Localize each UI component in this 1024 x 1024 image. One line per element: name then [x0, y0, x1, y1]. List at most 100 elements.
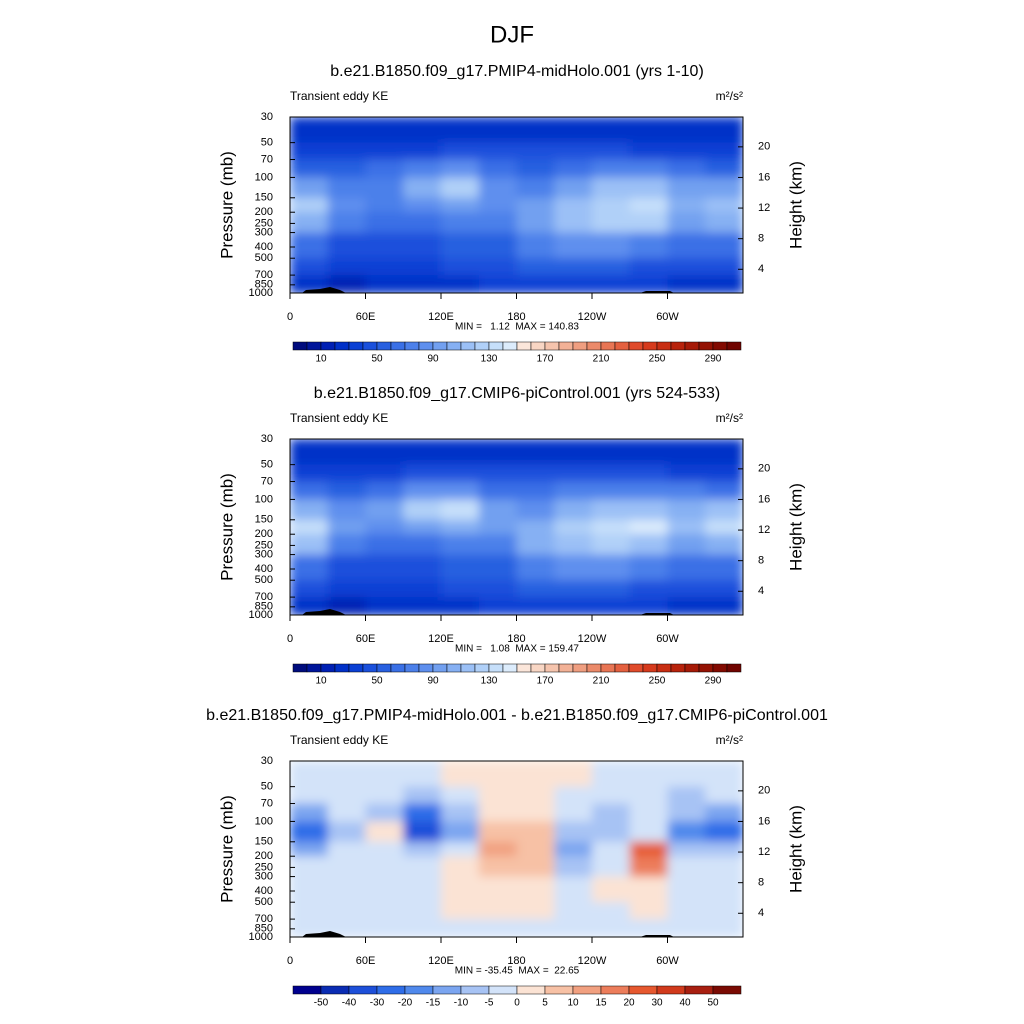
x-tick-label: 0: [287, 311, 293, 323]
contour-cell: [365, 919, 404, 937]
y-axis-label: Pressure (mb): [217, 795, 236, 903]
colorbar-box: [460, 341, 476, 351]
contour-cell: [705, 519, 743, 535]
colorbar-box: [544, 341, 560, 351]
min-max-annotation: MIN = 1.08 MAX = 159.47: [455, 644, 579, 655]
contour-cell: [667, 258, 706, 276]
contour-cell: [667, 554, 706, 581]
colorbar-box: [670, 663, 686, 673]
contour-cell: [629, 856, 668, 878]
contour-cell: [629, 117, 668, 144]
contour-cell: [705, 159, 743, 178]
contour-cell: [516, 803, 555, 822]
colorbar-box: [726, 663, 742, 673]
contour-cell: [516, 761, 555, 788]
contour-cell: [554, 117, 593, 144]
contour-cell: [365, 212, 404, 234]
y-tick-label: 200: [255, 528, 273, 540]
y-tick-label: 30: [261, 433, 273, 445]
contour-cell: [365, 876, 404, 903]
contour-cell: [592, 519, 631, 535]
contour-cell: [478, 142, 517, 161]
colorbar-box: [670, 341, 686, 351]
contour-cell: [327, 464, 366, 483]
contour-cell: [705, 117, 743, 144]
contour-cell: [705, 464, 743, 483]
y-tick-label: 1000: [249, 931, 273, 943]
colorbar-box: [460, 985, 490, 995]
contour-cell: [592, 212, 631, 234]
contour-cell: [290, 258, 329, 276]
contour-cell: [705, 856, 743, 878]
contour-cell: [516, 117, 555, 144]
contour-cell: [365, 159, 404, 178]
contour-cell: [327, 117, 366, 144]
contour-cell: [403, 481, 442, 500]
panel: b.e21.B1850.f09_g17.PMIP4-midHolo.001 - …: [206, 707, 828, 1008]
colorbar-tick-label: 50: [707, 998, 719, 1009]
colorbar-box: [292, 341, 308, 351]
colorbar-tick-label: -50: [314, 998, 329, 1009]
contour-cell: [290, 554, 329, 581]
contour-cell: [327, 177, 366, 199]
contour-cell: [592, 197, 631, 213]
contour-cell: [403, 761, 442, 788]
contour-cell: [667, 439, 706, 466]
contour-cell: [667, 159, 706, 178]
contour-cell: [705, 554, 743, 581]
contour-cell: [516, 580, 555, 598]
contour-cell: [516, 597, 555, 615]
contour-cell: [441, 786, 480, 805]
colorbar-tick-label: -15: [426, 998, 441, 1009]
colorbar-box: [432, 663, 448, 673]
contour-cell: [516, 876, 555, 903]
contour-cell: [403, 439, 442, 466]
contour-cell: [327, 499, 366, 521]
contour-cell: [629, 499, 668, 521]
y2-tick-label: 8: [758, 233, 764, 245]
contour-cell: [592, 232, 631, 259]
contour-cell: [365, 841, 404, 857]
colorbar-box: [502, 341, 518, 351]
y-tick-label: 500: [255, 574, 273, 586]
contour-cell: [365, 275, 404, 293]
contour-cell: [441, 761, 480, 788]
contour-cell: [403, 499, 442, 521]
contour-cell: [554, 212, 593, 234]
y-tick-label: 70: [261, 475, 273, 487]
contour-cell: [705, 597, 743, 615]
contour-cell: [441, 902, 480, 920]
colorbar-box: [306, 663, 322, 673]
colorbar-box: [698, 663, 714, 673]
contour-cell: [478, 464, 517, 483]
contour-cell: [327, 821, 366, 843]
y-tick-label: 500: [255, 252, 273, 264]
units-label: m²/s²: [716, 411, 743, 425]
contour-cell: [403, 841, 442, 857]
y2-tick-label: 20: [758, 463, 770, 475]
y-tick-label: 150: [255, 836, 273, 848]
contour-cell: [629, 841, 668, 857]
contour-cell: [478, 761, 517, 788]
colorbar-box: [642, 341, 658, 351]
contour-cell: [705, 258, 743, 276]
contour-cell: [290, 519, 329, 535]
colorbar-tick-label: 250: [649, 676, 666, 687]
contour-cell: [403, 821, 442, 843]
contour-cell: [290, 439, 329, 466]
y-tick-label: 1000: [249, 287, 273, 299]
colorbar-tick-label: 210: [593, 676, 610, 687]
contour-cell: [629, 197, 668, 213]
contour-cell: [667, 464, 706, 483]
colorbar-box: [712, 663, 728, 673]
contour-cell: [403, 464, 442, 483]
contour-cell: [516, 258, 555, 276]
x-tick-label: 120E: [428, 633, 454, 645]
contour-cell: [290, 597, 329, 615]
contour-cell: [554, 841, 593, 857]
contour-cell: [592, 821, 631, 843]
y-tick-label: 700: [255, 913, 273, 925]
contour-cell: [441, 197, 480, 213]
contour-cell: [629, 258, 668, 276]
y-tick-label: 300: [255, 870, 273, 882]
